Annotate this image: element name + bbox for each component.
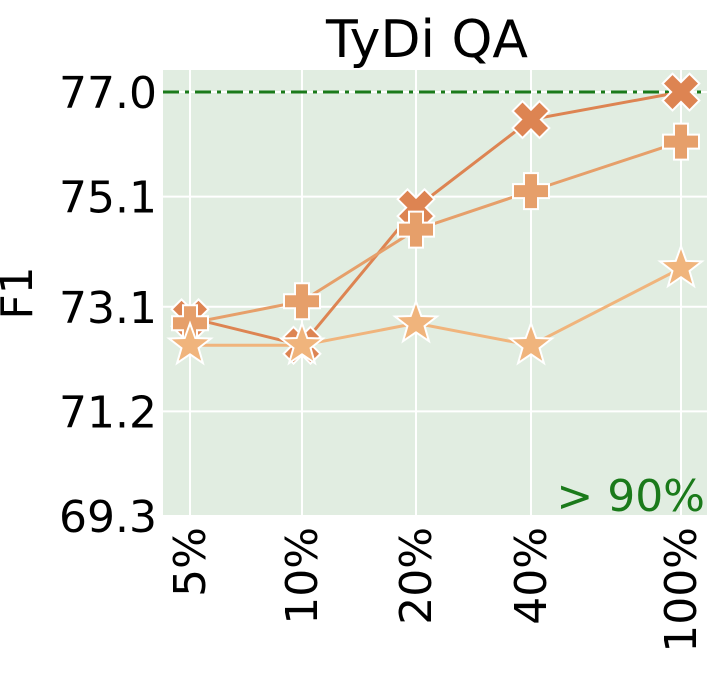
x-tick-label: 5% bbox=[165, 527, 216, 597]
y-tick-label: 75.1 bbox=[59, 173, 157, 224]
x-tick-label: 100% bbox=[656, 527, 707, 653]
chart-title: TyDi QA bbox=[325, 10, 528, 70]
threshold-annotation: > 90% bbox=[556, 471, 705, 522]
y-tick-label: 71.2 bbox=[59, 387, 157, 438]
x-tick-label: 20% bbox=[391, 527, 442, 625]
data-point-star-icon bbox=[166, 320, 214, 366]
data-point-x-icon bbox=[511, 99, 551, 140]
data-point-plus-icon bbox=[283, 282, 321, 321]
x-tick-label: 40% bbox=[506, 527, 557, 625]
y-tick-label: 69.3 bbox=[59, 492, 157, 543]
series-group bbox=[166, 72, 705, 366]
y-tick-label: 77.0 bbox=[59, 68, 157, 119]
data-point-star-icon bbox=[507, 320, 555, 366]
data-point-plus-icon bbox=[662, 122, 700, 161]
x-axis: 5% 10% 20% 40% 100% bbox=[165, 527, 707, 653]
plot-area bbox=[163, 70, 707, 516]
y-axis-label: F1 bbox=[0, 266, 43, 319]
data-point-star-icon bbox=[392, 298, 440, 344]
data-point-star-icon bbox=[657, 243, 705, 289]
data-point-plus-icon bbox=[512, 172, 550, 211]
data-point-plus-icon bbox=[397, 210, 435, 249]
x-tick-label: 10% bbox=[277, 527, 328, 625]
data-point-x-icon bbox=[661, 72, 701, 112]
y-tick-label: 73.1 bbox=[59, 283, 157, 334]
y-axis: 69.3 71.2 73.1 75.1 77.0 bbox=[59, 68, 157, 543]
data-point-star-icon bbox=[278, 320, 326, 366]
